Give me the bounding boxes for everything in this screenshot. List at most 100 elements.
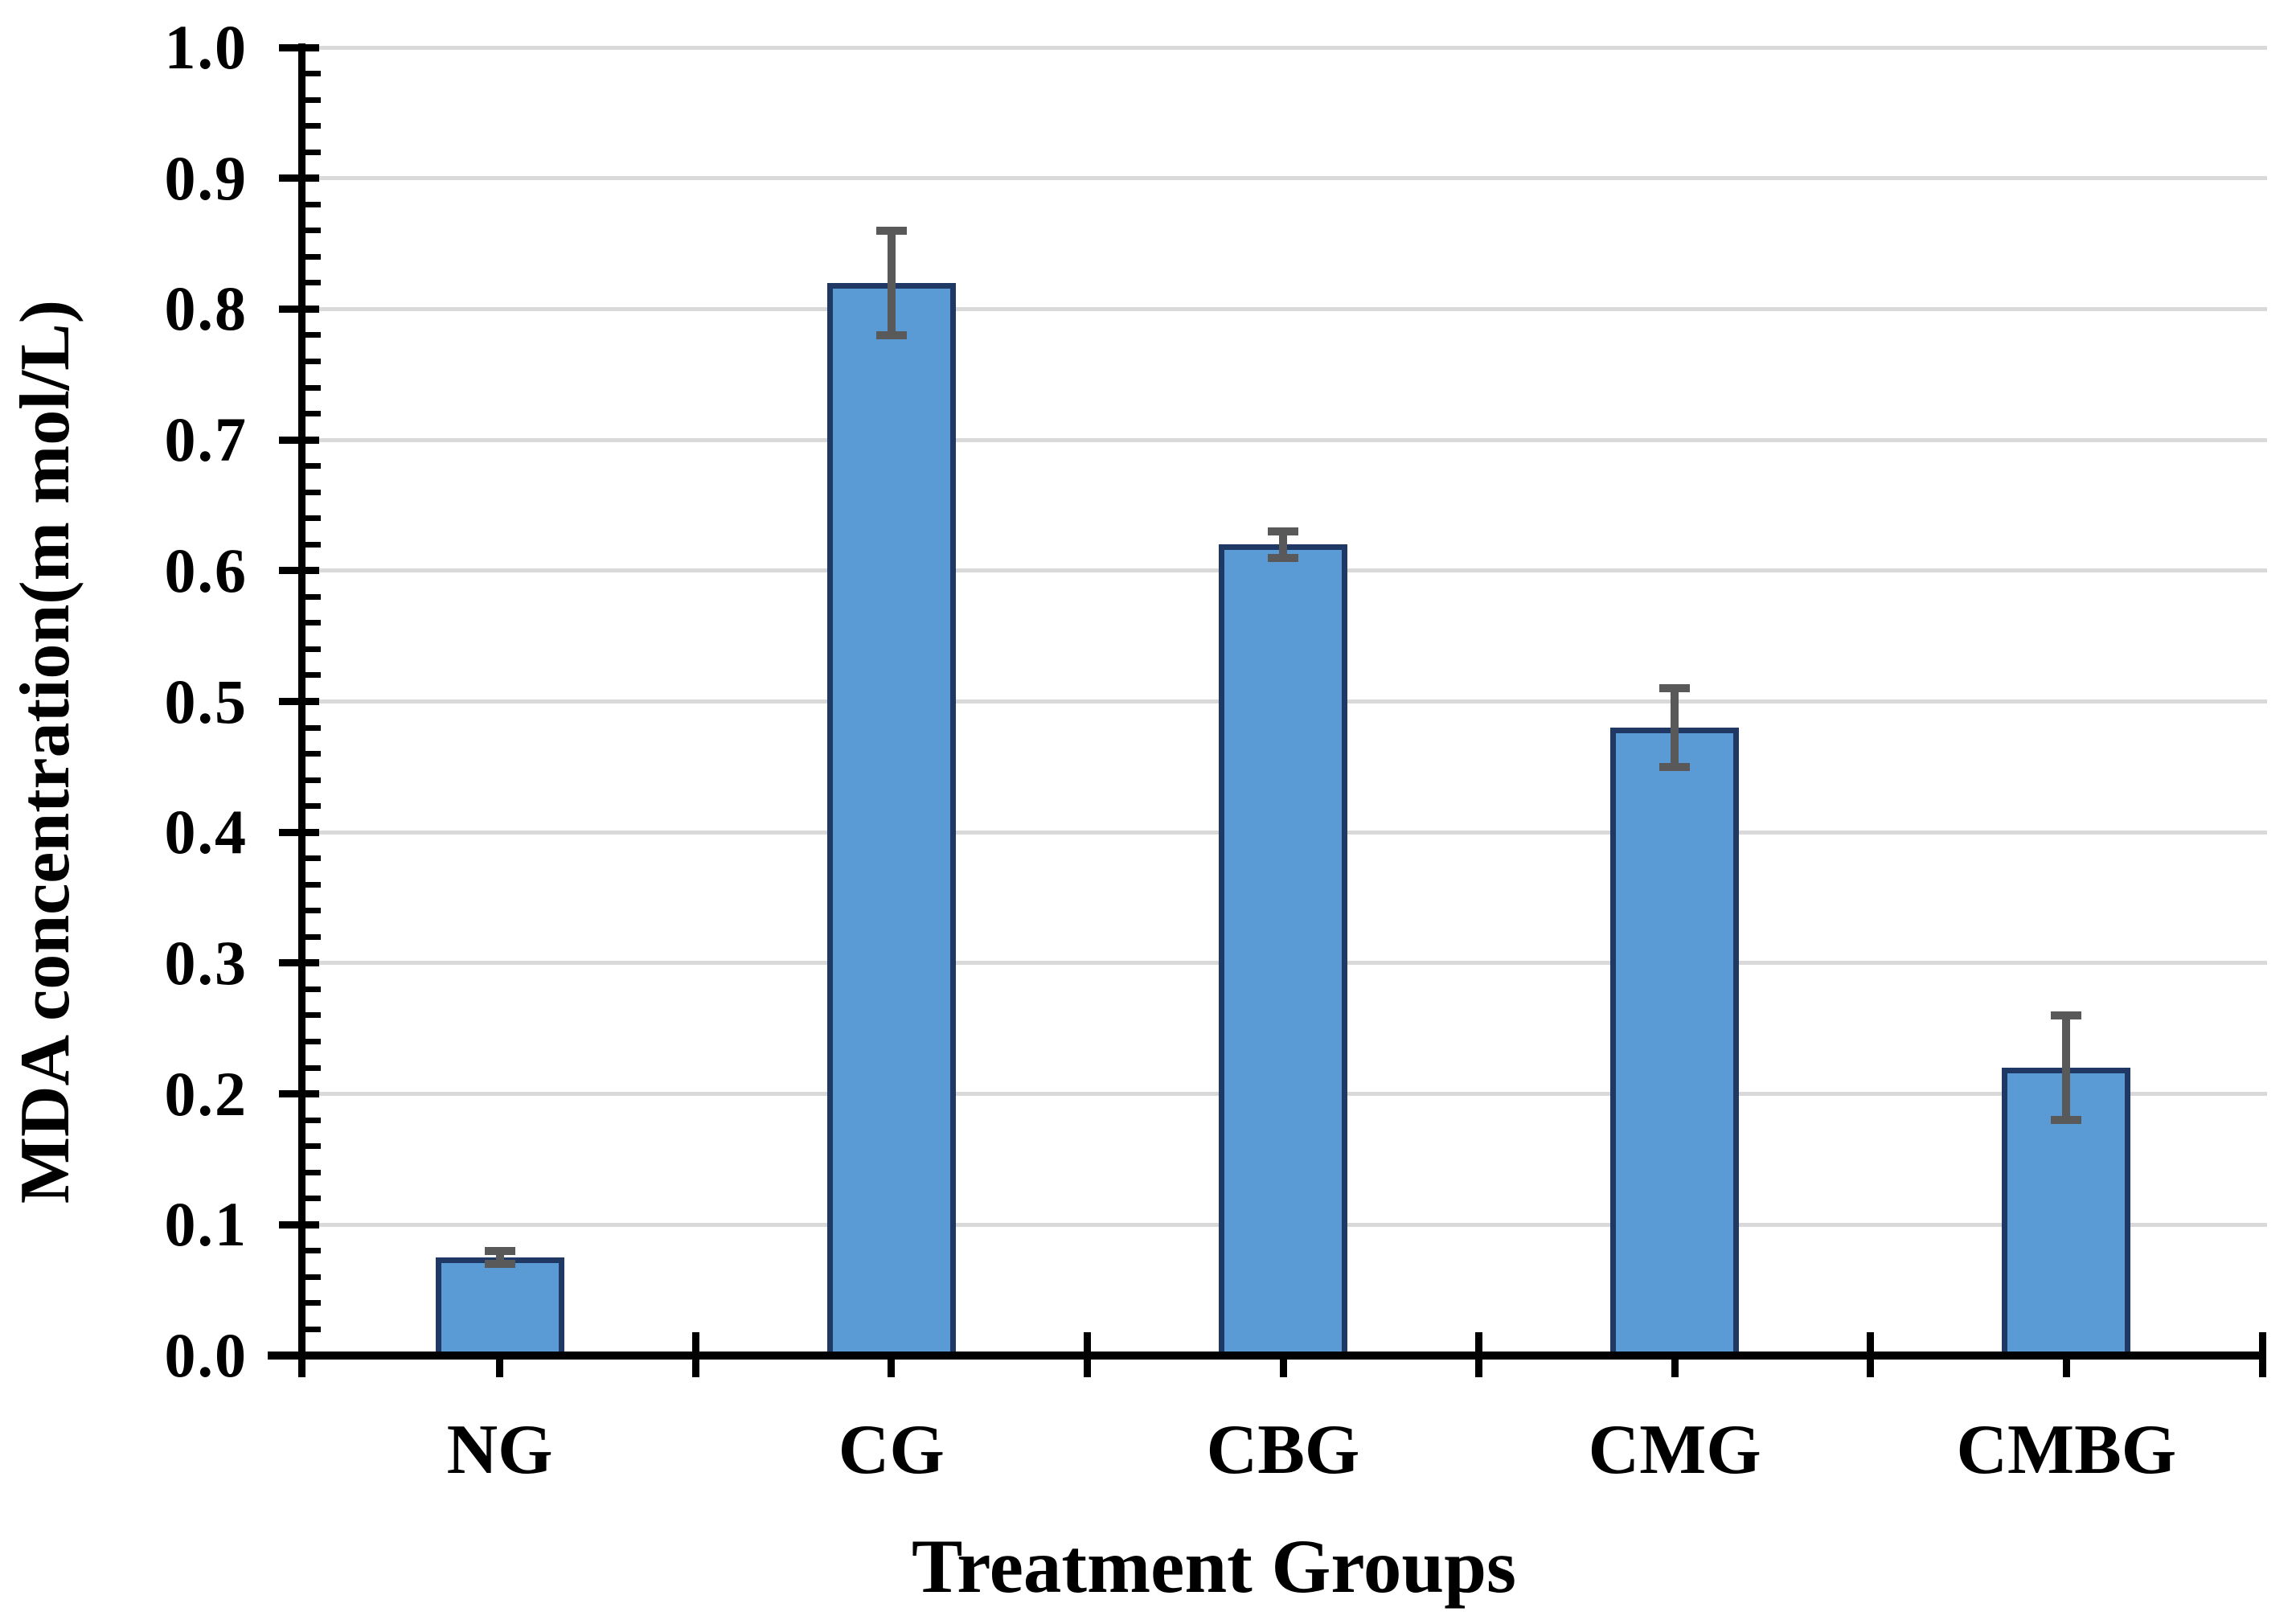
error-bar-stem (1671, 688, 1679, 767)
bar (826, 282, 956, 1360)
y-minor-tick (305, 253, 321, 260)
y-tick-label: 0.8 (164, 273, 248, 344)
x-center-tick (496, 1360, 504, 1377)
gridline (304, 176, 2267, 181)
error-bar-cap-top (2051, 1011, 2082, 1019)
y-tick-label: 0.9 (164, 142, 248, 213)
y-minor-tick (305, 96, 321, 103)
x-axis-title: Treatment Groups (911, 1524, 1517, 1609)
y-minor-tick (305, 71, 321, 77)
x-center-tick (1671, 1360, 1679, 1377)
y-minor-tick (305, 724, 321, 731)
y-minor-tick (305, 1169, 321, 1175)
y-minor-tick (305, 855, 321, 862)
error-bar-cap-top (1659, 684, 1691, 693)
gridline (304, 306, 2267, 311)
y-tick-label: 1.0 (164, 12, 248, 82)
y-major-tick (279, 567, 319, 575)
x-boundary-tick (691, 1332, 699, 1377)
error-bar-stem (2062, 1015, 2071, 1121)
y-minor-tick (305, 280, 321, 286)
x-boundary-tick (1867, 1332, 1875, 1377)
error-bar-stem (887, 230, 896, 335)
y-minor-tick (305, 411, 321, 417)
y-minor-tick (305, 123, 321, 129)
y-tick-label: 0.2 (164, 1058, 248, 1129)
y-minor-tick (305, 1064, 321, 1071)
x-boundary-tick (1475, 1332, 1483, 1377)
y-minor-tick (305, 1274, 321, 1280)
y-major-tick (279, 959, 319, 967)
y-major-tick (279, 43, 319, 51)
bar (1610, 728, 1740, 1360)
y-minor-tick (305, 1248, 321, 1254)
gridline (304, 45, 2267, 50)
y-minor-tick (305, 489, 321, 495)
y-minor-tick (305, 228, 321, 234)
x-axis-line (268, 1352, 2263, 1360)
y-minor-tick (305, 463, 321, 470)
y-major-tick (279, 1220, 319, 1228)
error-bar-stem (1279, 531, 1287, 558)
y-minor-tick (305, 1117, 321, 1123)
y-minor-tick (305, 1143, 321, 1150)
error-bar-cap-top (484, 1246, 515, 1255)
error-bar-cap-bottom (1659, 762, 1691, 771)
y-tick-label: 0.3 (164, 927, 248, 998)
y-tick-label: 0.1 (164, 1189, 248, 1260)
y-minor-tick (305, 1039, 321, 1045)
y-minor-tick (305, 908, 321, 914)
y-minor-tick (305, 751, 321, 757)
y-minor-tick (305, 1012, 321, 1019)
y-tick-label: 0.7 (164, 404, 248, 475)
x-tick-label: NG (446, 1411, 553, 1489)
x-center-tick (888, 1360, 896, 1377)
y-minor-tick (305, 1300, 321, 1306)
bar (435, 1257, 564, 1360)
y-tick-label: 0.4 (164, 797, 248, 868)
x-center-tick (1279, 1360, 1287, 1377)
y-major-tick (279, 436, 319, 444)
y-minor-tick (305, 777, 321, 783)
y-minor-tick (305, 933, 321, 940)
y-major-tick (279, 174, 319, 183)
y-tick-label: 0.5 (164, 666, 248, 736)
error-bar-cap-bottom (875, 330, 907, 339)
y-tick-label: 0.6 (164, 535, 248, 605)
y-minor-tick (305, 358, 321, 364)
x-tick-label: CMG (1588, 1411, 1761, 1489)
x-center-tick (2062, 1360, 2070, 1377)
x-tick-label: CBG (1206, 1411, 1360, 1489)
y-major-tick (279, 1090, 319, 1098)
bar (1219, 544, 1347, 1360)
gridline (304, 437, 2267, 442)
x-tick-label: CG (838, 1411, 945, 1489)
y-minor-tick (305, 986, 321, 992)
error-bar-cap-bottom (1268, 553, 1298, 562)
y-minor-tick (305, 332, 321, 338)
x-boundary-tick (1083, 1332, 1091, 1377)
error-bar-cap-top (1268, 527, 1298, 535)
y-minor-tick (305, 620, 321, 626)
y-minor-tick (305, 149, 321, 155)
y-major-tick (279, 698, 319, 705)
y-major-tick (279, 828, 319, 836)
y-minor-tick (305, 1196, 321, 1202)
y-minor-tick (305, 384, 321, 391)
x-boundary-tick (2258, 1332, 2266, 1377)
y-minor-tick (305, 541, 321, 548)
error-bar-cap-bottom (2051, 1116, 2082, 1125)
y-minor-tick (305, 201, 321, 207)
y-minor-tick (305, 803, 321, 810)
y-minor-tick (305, 593, 321, 600)
y-tick-label: 0.0 (164, 1320, 248, 1390)
x-tick-label: CMBG (1956, 1411, 2177, 1489)
y-minor-tick (305, 1326, 321, 1332)
y-minor-tick (305, 646, 321, 652)
y-minor-tick (305, 515, 321, 522)
y-major-tick (279, 1352, 319, 1360)
y-minor-tick (305, 881, 321, 888)
error-bar-stem (495, 1250, 504, 1265)
y-minor-tick (305, 672, 321, 679)
